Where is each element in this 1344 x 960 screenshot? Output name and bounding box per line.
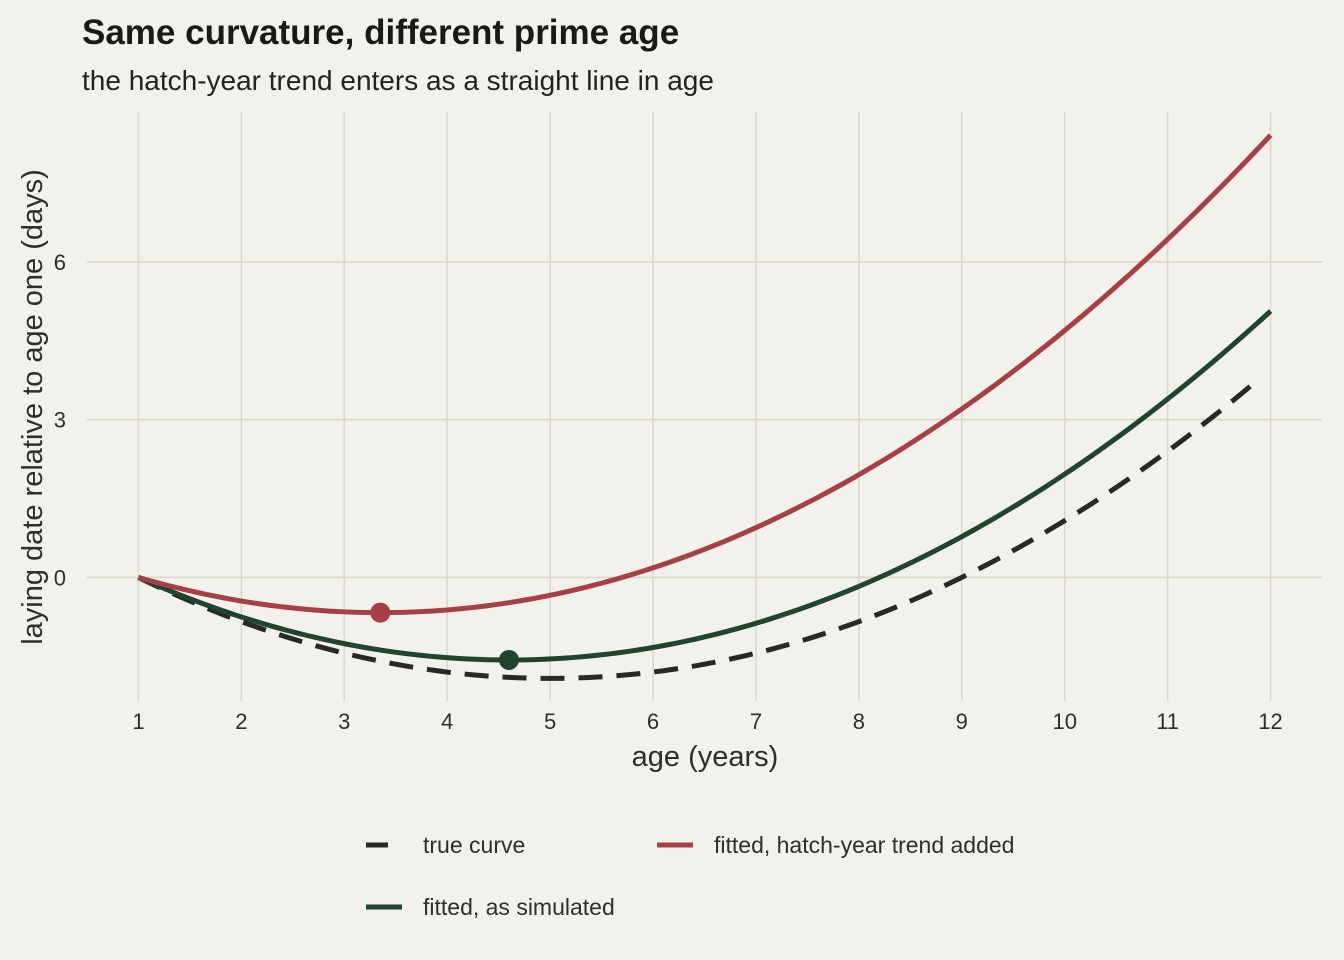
chart-title: Same curvature, different prime age	[82, 13, 679, 52]
x-tick-label: 5	[544, 709, 556, 734]
legend-label-simulated: fitted, as simulated	[423, 894, 615, 920]
x-tick-label: 6	[647, 709, 659, 734]
x-tick-label: 11	[1156, 709, 1179, 734]
legend-label-hatch: fitted, hatch-year trend added	[714, 832, 1014, 858]
y-axis-ticks: 0 3 6	[54, 250, 66, 591]
legend: true curve fitted, hatch-year trend added…	[366, 832, 1014, 920]
series-line-simulated	[137, 309, 1273, 663]
grid	[87, 112, 1322, 701]
x-tick-label: 12	[1258, 709, 1282, 734]
y-tick-label: 0	[54, 565, 66, 590]
x-tick-label: 10	[1052, 709, 1076, 734]
legend-label-true: true curve	[423, 832, 525, 858]
y-tick-label: 6	[54, 250, 66, 275]
x-tick-label: 2	[235, 709, 247, 734]
y-axis-title: laying date relative to age one (days)	[17, 169, 49, 645]
series-line-true	[137, 377, 1260, 681]
y-tick-label: 3	[54, 408, 66, 433]
series-layer	[137, 133, 1273, 681]
x-tick-label: 8	[853, 709, 865, 734]
prime-age-markers	[370, 602, 519, 670]
prime-age-marker-hatch	[370, 602, 391, 623]
x-tick-label: 1	[132, 709, 144, 734]
x-axis-ticks: 1 2 3 4 5 6 7 8 9 10 11 12	[132, 709, 1282, 734]
x-tick-label: 7	[750, 709, 762, 734]
x-tick-label: 4	[441, 709, 453, 734]
x-tick-label: 9	[956, 709, 968, 734]
x-axis-title: age (years)	[632, 741, 779, 773]
x-tick-label: 3	[338, 709, 350, 734]
chart-subtitle: the hatch-year trend enters as a straigh…	[82, 65, 714, 96]
prime-age-marker-simulated	[498, 649, 519, 670]
series-line-hatch	[137, 133, 1273, 616]
